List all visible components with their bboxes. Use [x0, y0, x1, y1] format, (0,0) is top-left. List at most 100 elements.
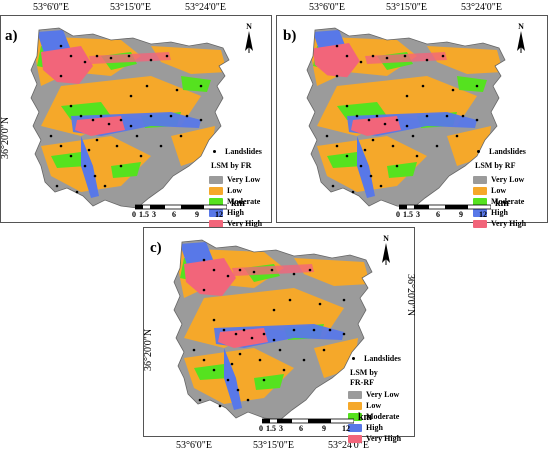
- north-arrow-icon: [245, 31, 253, 53]
- landslide-point: [230, 362, 234, 366]
- landslide-dot-icon: [352, 357, 355, 360]
- scale-tick-0: 0: [259, 424, 263, 433]
- legend-low: Low: [227, 185, 243, 195]
- legend-title: LSM by RF: [475, 161, 516, 170]
- landslide-point: [395, 164, 399, 168]
- landslide-point: [87, 148, 91, 152]
- landslide-point: [95, 54, 99, 58]
- landslide-point: [169, 114, 173, 118]
- legend-low: Low: [491, 185, 507, 195]
- landslide-point: [421, 84, 425, 88]
- scale-tick-5: 12: [342, 424, 350, 433]
- landslide-point: [302, 358, 306, 362]
- legend-moderate: Moderate: [366, 411, 400, 421]
- north-arrow: N: [376, 234, 396, 267]
- landslide-point: [403, 54, 407, 58]
- landslide-point: [312, 328, 316, 332]
- scale-unit: km: [495, 198, 509, 209]
- swatch-very-low: [473, 175, 487, 184]
- legend-moderate: Moderate: [491, 196, 525, 206]
- landslide-point: [262, 332, 266, 336]
- lon-label-3: 53°24'0"E: [461, 2, 502, 13]
- landslide-point: [149, 58, 153, 62]
- landslide-point: [383, 122, 387, 126]
- legend-very-high: Very High: [366, 433, 402, 443]
- legend-high: High: [366, 422, 383, 432]
- landslide-point: [202, 288, 206, 292]
- landslide-point: [222, 328, 226, 332]
- landslide-point: [212, 318, 216, 322]
- scale-tick-2: 3: [152, 210, 156, 219]
- scale-tick-0: 0: [132, 210, 136, 219]
- landslide-point: [345, 54, 349, 58]
- landslide-point: [246, 398, 250, 402]
- landslide-dot-icon: [213, 150, 216, 153]
- susceptibility-zones: [31, 28, 229, 208]
- scale-tick-3: 6: [172, 210, 176, 219]
- scale-tick-3: 6: [299, 424, 303, 433]
- legend-title-line-1: LSM by: [350, 368, 378, 377]
- swatch-high: [348, 423, 362, 432]
- landslide-point: [262, 378, 266, 382]
- lon-label-3: 53°24'0"E: [185, 2, 226, 13]
- landslide-point: [282, 368, 286, 372]
- landslide-point: [185, 114, 189, 118]
- scale-tick-0: 0: [396, 210, 400, 219]
- landslide-point: [218, 404, 222, 408]
- landslide-point: [441, 54, 445, 58]
- landslide-point: [355, 114, 359, 118]
- scale-tick-5: 12: [215, 210, 223, 219]
- legend-a: Landslides LSM by FR Very Low Low Modera…: [209, 146, 262, 229]
- landslide-point: [451, 88, 455, 92]
- lon-label-2: 53°15'0"E: [253, 440, 294, 451]
- landslide-point: [119, 164, 123, 168]
- lon-label-1: 53°6'0"E: [33, 2, 69, 13]
- lon-label-2: 53°15'0"E: [386, 2, 427, 13]
- panel-label-c: c): [150, 240, 162, 256]
- landslide-point: [192, 348, 196, 352]
- landslide-point: [91, 118, 95, 122]
- legend-very-high: Very High: [491, 218, 527, 228]
- landslide-point: [359, 60, 363, 64]
- map-body: [30, 27, 230, 209]
- scale-tick-2: 3: [279, 424, 283, 433]
- landslide-point: [379, 184, 383, 188]
- lat-label: 36°20'0"N: [0, 116, 11, 159]
- landslide-point: [318, 302, 322, 306]
- landslide-point: [238, 352, 242, 356]
- landslide-point: [345, 104, 349, 108]
- susceptibility-map-b: [306, 27, 506, 209]
- scale-tick-1: 1.5: [139, 210, 149, 219]
- scale-tick-4: 9: [195, 210, 199, 219]
- landslide-point: [202, 258, 206, 262]
- swatch-moderate: [209, 197, 223, 206]
- legend-title: LSM by FR-RF: [350, 369, 401, 387]
- legend-very-low: Very Low: [366, 389, 400, 399]
- north-arrow-icon: [517, 31, 525, 53]
- landslide-point: [359, 164, 363, 168]
- landslide-point: [242, 328, 246, 332]
- landslide-point: [272, 308, 276, 312]
- legend-landslides: Landslides: [489, 146, 526, 156]
- landslide-point: [83, 164, 87, 168]
- landslide-point: [425, 114, 429, 118]
- landslide-point: [331, 184, 335, 188]
- landslide-point: [369, 174, 373, 178]
- landslide-point: [99, 114, 103, 118]
- landslide-point: [199, 84, 203, 88]
- landslide-point: [107, 122, 111, 126]
- landslide-point: [198, 398, 202, 402]
- lon-label-2: 53°15'0"E: [110, 2, 151, 13]
- landslide-point: [278, 348, 282, 352]
- scale-tick-2: 3: [416, 210, 420, 219]
- landslide-point: [455, 134, 459, 138]
- swatch-low: [348, 401, 362, 410]
- landslide-point: [252, 270, 256, 274]
- legend-very-low: Very Low: [491, 174, 525, 184]
- landslide-point: [202, 358, 206, 362]
- landslide-point: [435, 144, 439, 148]
- landslide-dot-icon: [477, 150, 480, 153]
- scale-tick-1: 1.5: [403, 210, 413, 219]
- lat-label-right: 36°20'0"N: [405, 274, 416, 317]
- swatch-high: [209, 208, 223, 217]
